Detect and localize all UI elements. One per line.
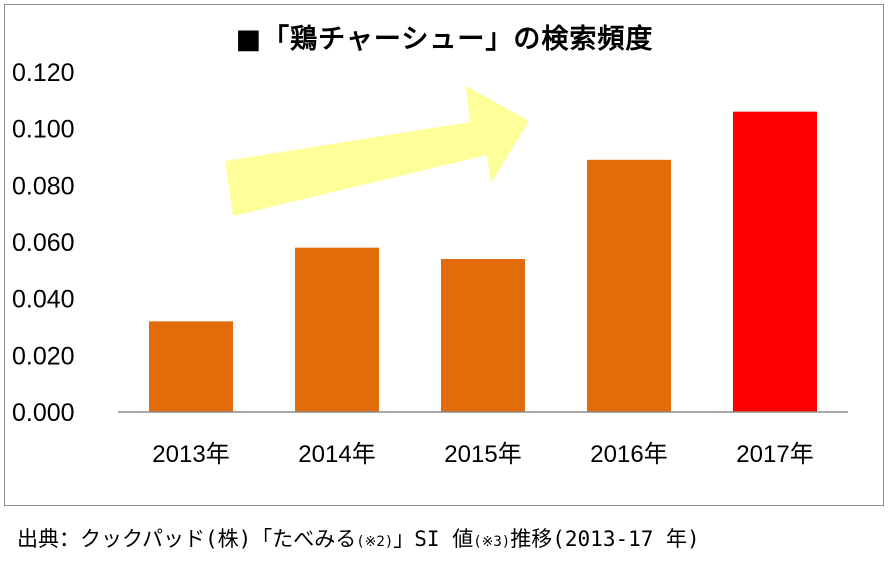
y-tick-label: 0.060 (12, 229, 75, 257)
x-tick-label: 2015年 (444, 441, 521, 468)
bar-2 (441, 259, 525, 412)
y-tick-label: 0.000 (12, 399, 75, 427)
y-tick-label: 0.120 (12, 59, 75, 87)
bar-1 (295, 247, 379, 412)
bar-4 (733, 111, 817, 413)
trend-arrow (225, 86, 529, 216)
y-tick-label: 0.100 (12, 116, 75, 144)
x-tick-label: 2016年 (590, 441, 667, 468)
caption-note-3: (※3) (473, 534, 511, 550)
y-tick-label: 0.080 (12, 172, 75, 200)
caption-middle: 」SI 値 (393, 527, 474, 551)
x-tick-label: 2014年 (298, 441, 375, 468)
chart-frame (4, 4, 884, 506)
chart-title: ■「鶏チャーシュー」の検索頻度 (235, 24, 654, 55)
bar-0 (149, 321, 233, 412)
bar-3 (587, 159, 671, 412)
caption-tail: 推移(2013-17 年) (510, 527, 700, 551)
x-tick-label: 2013年 (152, 441, 229, 468)
caption-note-2: (※2) (356, 534, 394, 550)
source-caption: 出典：クックパッド(株)「たべみる(※2)」SI 値(※3)推移(2013-17… (17, 523, 700, 553)
x-tick-label: 2017年 (736, 441, 813, 468)
y-tick-label: 0.020 (12, 342, 75, 370)
y-tick-label: 0.040 (12, 286, 75, 314)
caption-main: 出典：クックパッド(株)「たべみる (17, 527, 357, 551)
